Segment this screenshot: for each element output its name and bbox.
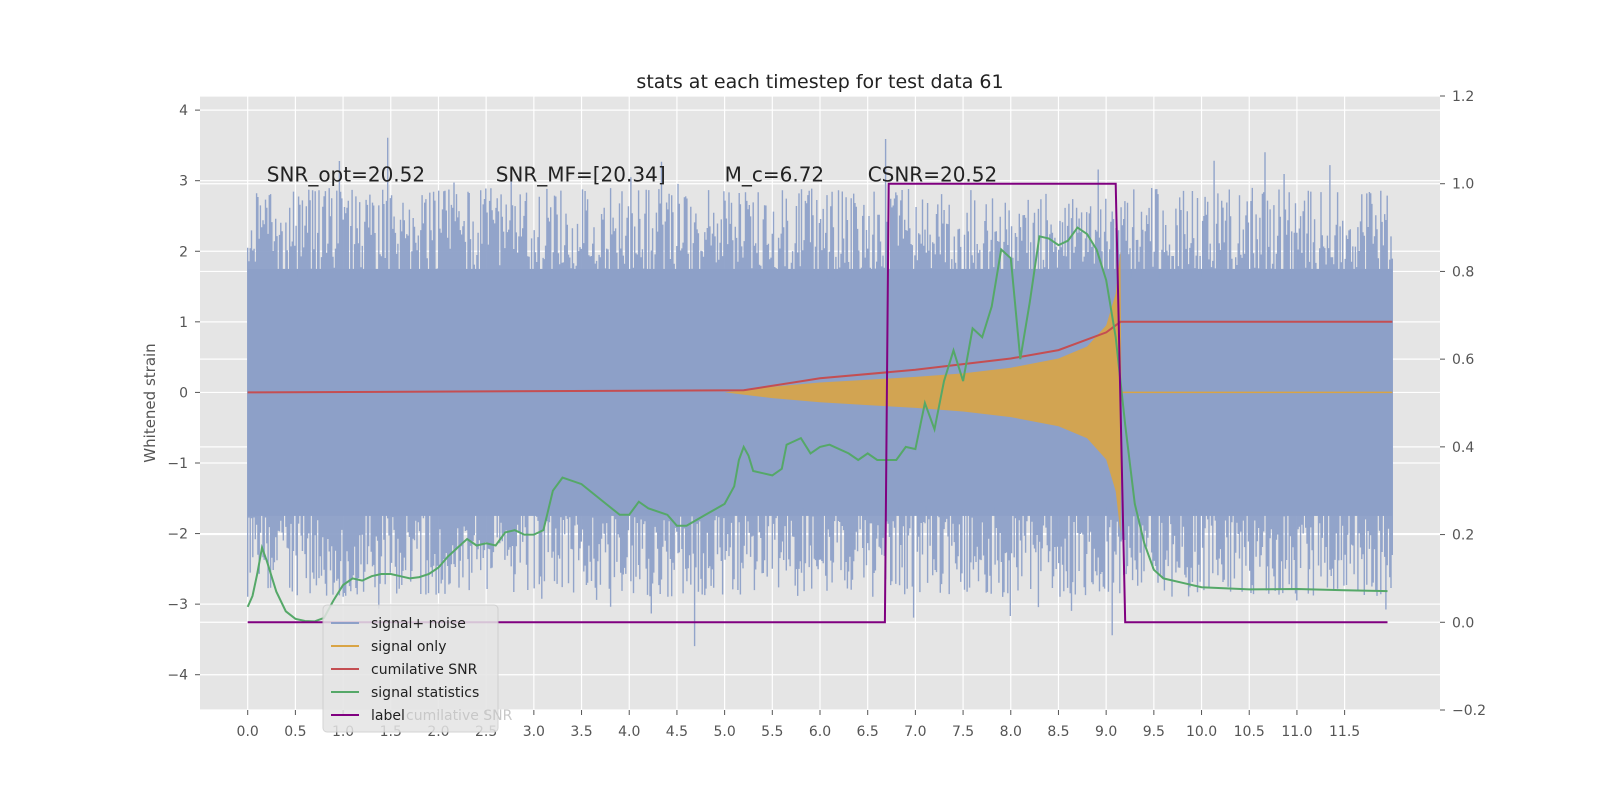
legend-ghost-text: cumilative SNR (406, 708, 513, 724)
x-tick-label: 4.5 (666, 724, 688, 740)
y-tick-label: 2 (179, 244, 188, 260)
x-tick-label: 3.5 (570, 724, 592, 740)
series-cumilative-snr (247, 320, 1393, 394)
y2-tick-label: 0.6 (1452, 352, 1474, 368)
x-tick-label: 4.0 (618, 724, 640, 740)
legend-box (322, 604, 499, 733)
series-layer (246, 137, 1393, 647)
series-signal-statistics (246, 226, 1388, 623)
y-tick-label: 1 (179, 315, 188, 331)
x-tick-label: 8.5 (1047, 724, 1069, 740)
x-tick-label: 9.5 (1143, 724, 1165, 740)
x-tick-label: 6.0 (809, 724, 831, 740)
annotations: SNR_opt=20.52 SNR_MF=[20.34] M_c=6.72 CSNR=… (267, 163, 997, 187)
y-axis-label: Whitened strain (141, 343, 159, 462)
x-tick-label: 0.5 (284, 724, 306, 740)
x-tick-label: 10.0 (1186, 724, 1217, 740)
axes-layer: 0.00.51.01.52.02.53.03.54.04.55.05.56.06… (167, 89, 1486, 740)
legend-label: signal statistics (371, 685, 479, 701)
annotation-text: SNR_MF=[20.34] (496, 163, 666, 187)
chart-title: stats at each timestep for test data 61 (636, 71, 1003, 93)
y-tick-label: 3 (179, 174, 188, 190)
series-line (247, 320, 1393, 394)
y-tick-label: −1 (167, 456, 188, 472)
y2-tick-label: 1.0 (1452, 177, 1474, 193)
legend-label: signal+ noise (371, 616, 466, 632)
series-line (247, 182, 1388, 624)
annotation-text: SNR_opt=20.52 (267, 163, 425, 187)
signal-envelope (724, 251, 1393, 534)
y-tick-label: −2 (167, 527, 188, 543)
y-tick-label: 4 (179, 103, 188, 119)
y-tick-label: −3 (167, 597, 188, 613)
x-tick-label: 5.5 (761, 724, 783, 740)
legend-label: label (371, 708, 405, 724)
x-tick-label: 5.0 (713, 724, 735, 740)
x-tick-label: 8.0 (1000, 724, 1022, 740)
legend-label: signal only (371, 639, 446, 655)
series-signal-only (724, 251, 1393, 534)
x-tick-label: 7.0 (904, 724, 926, 740)
x-tick-label: 11.5 (1329, 724, 1360, 740)
x-tick-label: 3.0 (523, 724, 545, 740)
legend-label: cumilative SNR (371, 662, 478, 678)
x-tick-label: 7.5 (952, 724, 974, 740)
y2-tick-label: 0.2 (1452, 528, 1474, 544)
x-tick-label: 6.5 (857, 724, 879, 740)
y2-tick-label: −0.2 (1452, 703, 1486, 719)
y2-tick-label: 1.2 (1452, 89, 1474, 105)
x-tick-label: 0.0 (237, 724, 259, 740)
x-tick-label: 11.0 (1281, 724, 1312, 740)
x-tick-label: 10.5 (1234, 724, 1265, 740)
legend: cumilative SNR signal+ noise signal only cu… (322, 604, 513, 733)
y2-tick-label: 0.0 (1452, 615, 1474, 631)
y-tick-label: −4 (167, 668, 188, 684)
y-tick-label: 0 (179, 385, 188, 401)
y2-tick-label: 0.4 (1452, 440, 1474, 456)
annotation-text: CSNR=20.52 (868, 163, 998, 187)
series-line (246, 226, 1388, 623)
annotation-text: M_c=6.72 (725, 163, 825, 187)
y2-tick-label: 0.8 (1452, 264, 1474, 280)
series-label (247, 182, 1388, 624)
x-tick-label: 9.0 (1095, 724, 1117, 740)
